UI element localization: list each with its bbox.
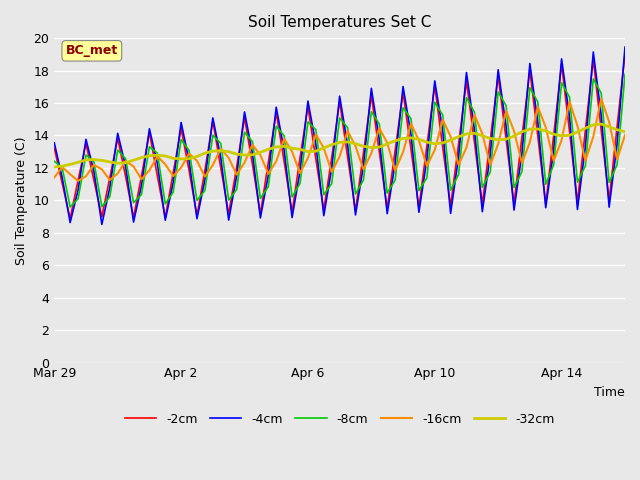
-16cm <box>534 104 541 110</box>
-32cm <box>621 129 629 134</box>
-4cm <box>248 151 256 156</box>
-2cm <box>51 145 58 151</box>
-8cm <box>185 147 193 153</box>
-8cm <box>621 72 629 77</box>
-32cm <box>526 126 534 132</box>
-32cm <box>177 156 185 162</box>
-16cm <box>248 142 256 148</box>
-2cm <box>185 168 193 173</box>
Y-axis label: Soil Temperature (C): Soil Temperature (C) <box>15 136 28 264</box>
-4cm <box>550 147 557 153</box>
-16cm <box>621 132 629 138</box>
-2cm <box>550 133 557 139</box>
-32cm <box>336 140 344 145</box>
-32cm <box>241 152 248 158</box>
-2cm <box>344 154 351 160</box>
-4cm <box>98 221 106 227</box>
-4cm <box>185 158 193 164</box>
-32cm <box>566 132 573 138</box>
-16cm <box>573 123 581 129</box>
-4cm <box>534 119 541 125</box>
-8cm <box>550 162 557 168</box>
-8cm <box>248 139 256 144</box>
-32cm <box>542 128 550 134</box>
Legend: -2cm, -4cm, -8cm, -16cm, -32cm: -2cm, -4cm, -8cm, -16cm, -32cm <box>120 408 559 431</box>
-8cm <box>534 99 541 105</box>
Text: BC_met: BC_met <box>66 44 118 57</box>
-2cm <box>248 161 256 167</box>
-16cm <box>74 178 82 184</box>
X-axis label: Time: Time <box>595 386 625 399</box>
-4cm <box>573 206 581 212</box>
-8cm <box>67 204 74 210</box>
-8cm <box>51 158 58 164</box>
Title: Soil Temperatures Set C: Soil Temperatures Set C <box>248 15 431 30</box>
-16cm <box>597 96 605 102</box>
-2cm <box>621 51 629 57</box>
-16cm <box>344 128 351 134</box>
-4cm <box>51 140 58 146</box>
-16cm <box>550 158 557 164</box>
Line: -8cm: -8cm <box>54 74 625 207</box>
-4cm <box>621 44 629 50</box>
Line: -2cm: -2cm <box>54 54 625 219</box>
-2cm <box>534 133 541 139</box>
Line: -4cm: -4cm <box>54 47 625 224</box>
-8cm <box>573 180 581 185</box>
-16cm <box>185 151 193 156</box>
Line: -32cm: -32cm <box>54 124 625 167</box>
-2cm <box>67 216 74 222</box>
-32cm <box>51 164 58 170</box>
-4cm <box>344 142 351 147</box>
-32cm <box>597 121 605 127</box>
-2cm <box>573 199 581 205</box>
-16cm <box>51 175 58 180</box>
-8cm <box>344 125 351 131</box>
Line: -16cm: -16cm <box>54 99 625 181</box>
